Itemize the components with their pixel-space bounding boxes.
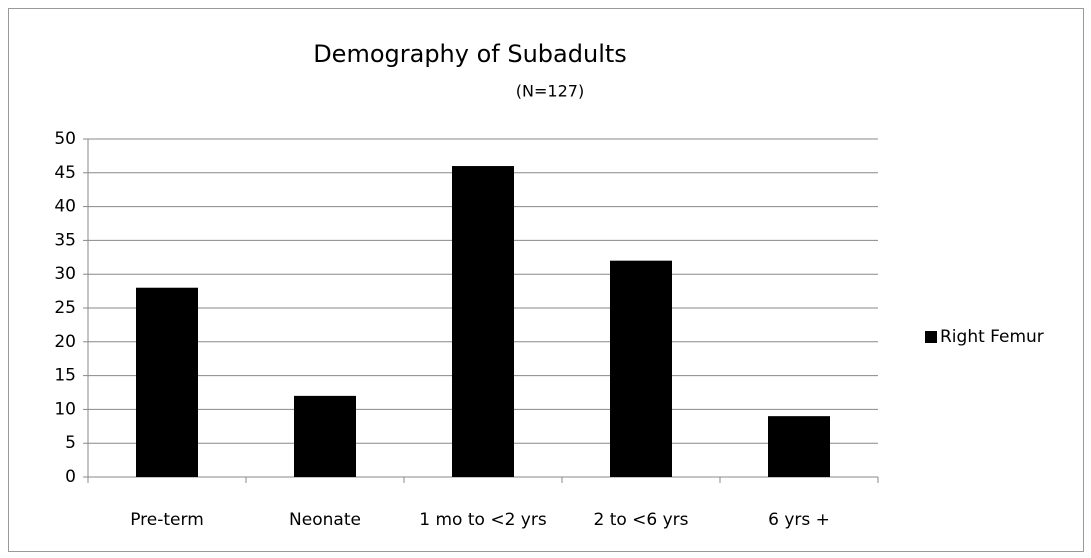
- bar: [294, 395, 356, 477]
- x-tick-label: Pre-term: [130, 510, 204, 530]
- x-tick-label: Neonate: [289, 510, 361, 530]
- bar: [136, 287, 198, 477]
- y-tick-label: 25: [54, 298, 76, 318]
- bar: [768, 416, 830, 477]
- y-tick-label: 35: [54, 230, 76, 250]
- bar: [610, 260, 672, 477]
- y-tick-label: 30: [54, 264, 76, 284]
- x-tick-label: 6 yrs +: [768, 510, 830, 530]
- y-tick-label: 0: [65, 467, 76, 487]
- x-tick-label: 2 to <6 yrs: [593, 510, 688, 530]
- x-tick-label: 1 mo to <2 yrs: [419, 510, 547, 530]
- bar: [452, 166, 514, 478]
- y-tick-label: 40: [54, 197, 76, 217]
- y-tick-label: 20: [54, 332, 76, 352]
- y-tick-label: 10: [54, 399, 76, 419]
- y-tick-label: 15: [54, 366, 76, 386]
- chart-title: Demography of Subadults: [313, 40, 627, 68]
- y-tick-label: 50: [54, 129, 76, 149]
- chart-subtitle: (N=127): [516, 82, 584, 101]
- legend-swatch: [925, 331, 937, 343]
- legend-label: Right Femur: [940, 327, 1044, 347]
- y-tick-label: 45: [54, 163, 76, 183]
- y-tick-label: 5: [65, 433, 76, 453]
